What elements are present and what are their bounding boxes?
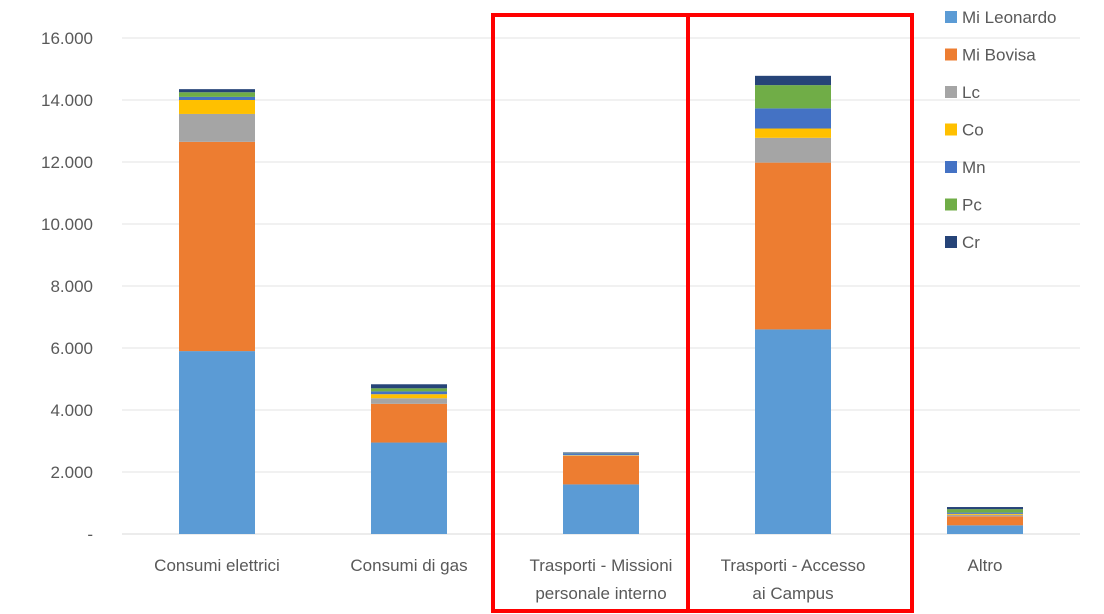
legend-label: Mi Leonardo (962, 8, 1057, 27)
y-axis-ticks: - 2.000 4.000 6.000 8.000 10.000 12.000 14.000 1… (41, 29, 93, 544)
bar-segment (755, 329, 831, 534)
bar-segment (947, 512, 1023, 514)
x-category-label: personale interno (535, 584, 666, 603)
legend-swatch (945, 123, 957, 136)
legend-label: Mi Bovisa (962, 46, 1036, 65)
bar-segment (947, 509, 1023, 513)
x-category-label: Consumi elettrici (154, 556, 280, 575)
bar-segment (371, 384, 447, 389)
bar-segment (755, 162, 831, 330)
bar-segment (947, 507, 1023, 510)
bar-segment (179, 351, 255, 534)
x-category-label: ai Campus (752, 584, 833, 603)
y-tick-label: 10.000 (41, 215, 93, 234)
bar-segment (755, 85, 831, 109)
bar-segment (755, 137, 831, 163)
bar-segment (179, 96, 255, 100)
bar-segment (563, 455, 639, 485)
legend-swatch (945, 198, 957, 211)
bar-segment (755, 75, 831, 86)
legend-label: Cr (962, 233, 980, 252)
y-tick-label: 2.000 (50, 463, 93, 482)
bar-segment (947, 514, 1023, 517)
y-tick-label: 14.000 (41, 91, 93, 110)
legend-swatch (945, 48, 957, 61)
x-category-label: Consumi di gas (350, 556, 467, 575)
legend-label: Lc (962, 83, 980, 102)
y-tick-label: 8.000 (50, 277, 93, 296)
highlight-boxes (491, 13, 914, 613)
bar-segment (755, 128, 831, 138)
bar-segment (563, 453, 639, 455)
y-tick-label: 6.000 (50, 339, 93, 358)
x-category-label: Trasporti - Missioni (530, 556, 673, 575)
legend-label: Co (962, 121, 984, 140)
legend-label: Pc (962, 196, 982, 215)
legend-swatch (945, 86, 957, 98)
legend-label: Mn (962, 158, 986, 177)
highlight-box (686, 13, 914, 613)
bar-segment (371, 442, 447, 534)
legend-swatch (945, 11, 957, 23)
y-tick-label: 4.000 (50, 401, 93, 420)
y-tick-label: 16.000 (41, 29, 93, 48)
bar-segment (371, 394, 447, 399)
bar-segment (179, 113, 255, 142)
y-tick-label: - (87, 525, 93, 544)
bar-segment (371, 398, 447, 404)
legend-swatch (945, 161, 957, 173)
bar-segment (179, 100, 255, 114)
bar-segment (179, 141, 255, 352)
bar-segment (947, 525, 1023, 534)
bar-segment (947, 513, 1023, 515)
legend-swatch (945, 236, 957, 248)
bar-segment (371, 403, 447, 443)
gridlines (122, 37, 1080, 535)
bar-segment (563, 484, 639, 534)
bar-segment (947, 516, 1023, 526)
bar-segment (179, 92, 255, 97)
bar-segment (563, 455, 639, 456)
bar-segment (371, 388, 447, 392)
bar-segment (755, 108, 831, 129)
y-tick-label: 12.000 (41, 153, 93, 172)
bar-segment (371, 391, 447, 395)
x-category-label: Trasporti - Accesso (721, 556, 866, 575)
x-axis-labels: Consumi elettrici Consumi di gas Trasporti… (154, 556, 1002, 603)
bar-segment (563, 452, 639, 454)
bars (179, 75, 1023, 534)
legend: Mi Leonardo Mi Bovisa Lc Co Mn Pc Cr (945, 8, 1057, 252)
bar-segment (179, 89, 255, 93)
x-category-label: Altro (968, 556, 1003, 575)
